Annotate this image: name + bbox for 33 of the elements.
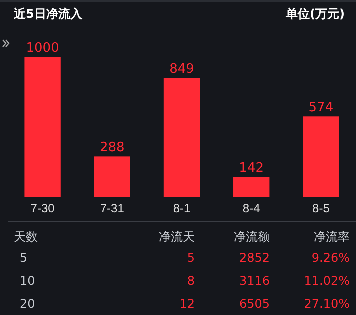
y-axis-title: 单位(万元)	[285, 7, 345, 21]
data-label: 288	[100, 140, 125, 156]
bar	[234, 177, 270, 197]
text: 5	[187, 251, 195, 265]
chart-title: 近5日净流入	[13, 7, 84, 21]
data-label: 1000	[26, 41, 60, 56]
x-tick-label: 7-31	[100, 202, 125, 216]
data-label: 849	[170, 62, 194, 78]
text: 20	[20, 297, 36, 311]
text: 净流率	[314, 230, 350, 244]
x-tick-label: 7-30	[30, 202, 56, 216]
data-label: 142	[239, 161, 264, 176]
text: 9.26%	[312, 251, 350, 265]
x-tick-label: 8-5	[312, 202, 330, 216]
bar	[94, 156, 130, 197]
text: 净流额	[234, 230, 270, 244]
text: 10	[20, 274, 36, 288]
text: 2852	[239, 251, 270, 265]
bar	[24, 57, 61, 197]
x-tick-label: 8-4	[242, 202, 261, 216]
text: 5	[20, 251, 28, 265]
text: 11.02%	[304, 274, 350, 288]
data-label: 574	[308, 100, 334, 116]
text: 天数	[14, 230, 38, 244]
text: 8	[187, 274, 195, 288]
text: 12	[180, 297, 195, 311]
bar	[303, 116, 340, 197]
bar	[164, 78, 200, 197]
x-tick-label: 8-1	[173, 202, 191, 216]
text: 3116	[239, 274, 270, 288]
text: 净流天	[159, 230, 195, 244]
text: 27.10%	[304, 297, 350, 311]
text: 6505	[239, 297, 270, 311]
